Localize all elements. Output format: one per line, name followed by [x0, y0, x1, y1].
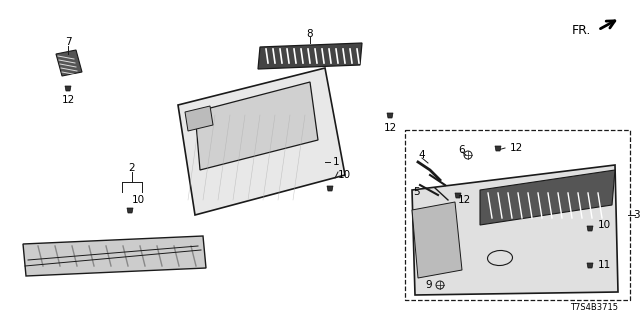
Text: 8: 8 — [307, 29, 314, 39]
Polygon shape — [495, 146, 501, 151]
Text: 12: 12 — [383, 123, 397, 133]
Text: 3: 3 — [634, 210, 640, 220]
Text: 4: 4 — [419, 150, 426, 160]
Polygon shape — [65, 86, 71, 91]
Polygon shape — [185, 106, 213, 131]
Text: 7: 7 — [65, 37, 71, 47]
Text: 6: 6 — [459, 145, 465, 155]
Polygon shape — [258, 43, 362, 69]
Polygon shape — [178, 68, 345, 215]
Text: FR.: FR. — [572, 23, 591, 36]
Text: 5: 5 — [413, 187, 419, 197]
Polygon shape — [387, 113, 393, 118]
Polygon shape — [587, 263, 593, 268]
Text: 2: 2 — [129, 163, 135, 173]
Polygon shape — [195, 82, 318, 170]
Polygon shape — [127, 208, 133, 213]
Polygon shape — [587, 226, 593, 231]
Bar — [405, 130, 630, 300]
Text: T7S4B3715: T7S4B3715 — [570, 303, 618, 312]
Polygon shape — [56, 50, 82, 76]
Text: 1: 1 — [333, 157, 340, 167]
Polygon shape — [327, 186, 333, 191]
Text: 11: 11 — [598, 260, 611, 270]
Polygon shape — [480, 170, 615, 225]
Text: 10: 10 — [338, 170, 351, 180]
Text: 12: 12 — [61, 95, 75, 105]
Polygon shape — [412, 202, 462, 278]
Text: 12: 12 — [510, 143, 524, 153]
Text: 10: 10 — [598, 220, 611, 230]
Text: 10: 10 — [131, 195, 145, 205]
Polygon shape — [23, 236, 206, 276]
Polygon shape — [455, 193, 461, 198]
Polygon shape — [412, 165, 618, 295]
Text: 12: 12 — [458, 195, 470, 205]
Text: 9: 9 — [426, 280, 432, 290]
